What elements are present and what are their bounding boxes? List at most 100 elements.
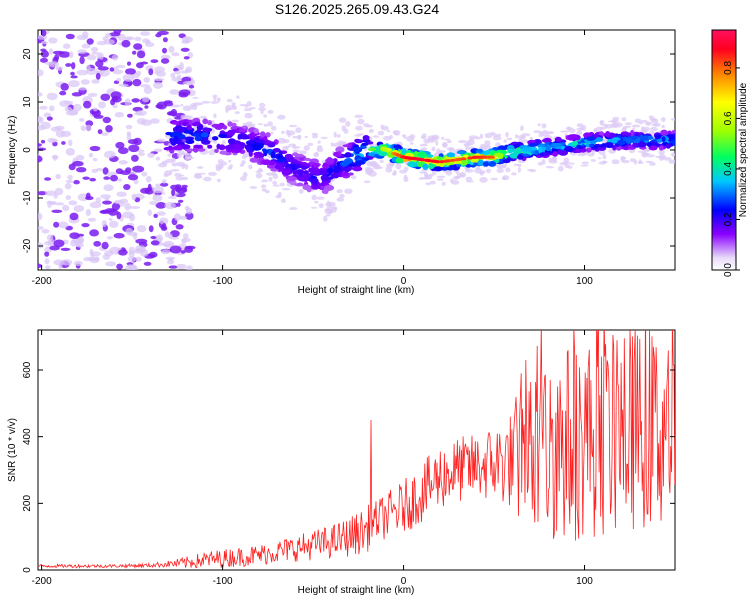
noise-blob xyxy=(102,36,109,42)
halo-blob xyxy=(272,180,277,185)
halo-blob xyxy=(372,164,381,170)
halo-blob xyxy=(369,161,374,165)
noise-blob xyxy=(38,69,44,77)
ridge-blob xyxy=(401,148,407,154)
figure-title: S126.2025.265.09.43.G24 xyxy=(275,1,439,17)
ridge-blob xyxy=(218,133,228,139)
ridge-blob xyxy=(541,152,551,156)
halo-blob xyxy=(479,176,488,183)
ridge-blob xyxy=(302,184,311,191)
x-tick-label: 100 xyxy=(576,276,593,287)
ridge-blob xyxy=(333,151,340,157)
halo-blob xyxy=(653,122,661,127)
noise-blob xyxy=(124,98,131,107)
ridge-peak xyxy=(482,155,489,159)
ridge-blob xyxy=(564,146,574,152)
halo-blob xyxy=(167,153,172,157)
noise-blob xyxy=(160,54,171,60)
halo-blob xyxy=(277,137,286,144)
halo-blob xyxy=(456,148,464,151)
ridge-blob xyxy=(507,148,514,154)
halo-blob xyxy=(590,159,597,162)
y-tick-label: -10 xyxy=(22,190,33,205)
ridge-blob xyxy=(340,161,349,167)
noise-blob xyxy=(55,66,63,71)
halo-blob xyxy=(229,164,233,168)
noise-blob xyxy=(98,101,106,109)
noise-blob xyxy=(41,229,50,234)
halo-blob xyxy=(281,130,285,134)
halo-blob xyxy=(175,176,185,181)
noise-blob xyxy=(131,98,140,103)
noise-blob xyxy=(54,125,65,131)
halo-blob xyxy=(447,140,452,144)
colorbar-tick-label: 0.4 xyxy=(723,162,734,176)
ridge-blob xyxy=(232,143,241,150)
noise-blob xyxy=(171,188,176,197)
halo-blob xyxy=(480,143,486,149)
ridge-blob xyxy=(655,143,660,147)
ridge-blob xyxy=(500,150,508,155)
halo-blob xyxy=(236,95,240,99)
halo-blob xyxy=(533,130,542,134)
noise-blob xyxy=(73,103,82,112)
halo-blob xyxy=(320,136,328,139)
halo-blob xyxy=(303,145,310,151)
noise-blob xyxy=(150,59,159,63)
ridge-blob xyxy=(287,176,298,182)
noise-blob xyxy=(102,200,112,205)
noise-blob xyxy=(168,45,175,53)
ridge-blob xyxy=(660,129,668,136)
noise-blob xyxy=(122,73,135,82)
halo-blob xyxy=(662,157,672,161)
colorbar-tick-label: 0.2 xyxy=(723,212,734,226)
colorbar-tick-label: 0.0 xyxy=(723,263,734,277)
ridge-blob xyxy=(554,136,562,143)
ridge-blob xyxy=(202,127,209,134)
noise-blob xyxy=(150,235,157,240)
halo-blob xyxy=(336,134,341,138)
halo-blob xyxy=(465,176,473,181)
halo-blob xyxy=(640,126,645,132)
halo-blob xyxy=(634,118,642,123)
noise-blob xyxy=(70,71,75,76)
noise-blob xyxy=(155,156,160,161)
noise-blob xyxy=(76,69,89,76)
noise-blob xyxy=(116,64,126,69)
noise-blob xyxy=(182,105,193,111)
ridge-blob xyxy=(497,155,504,159)
ridge-blob xyxy=(589,143,595,148)
halo-blob xyxy=(541,123,547,129)
x-tick-label: 0 xyxy=(401,276,407,287)
noise-blob xyxy=(73,260,83,266)
noise-blob xyxy=(133,43,143,50)
halo-blob xyxy=(551,156,557,162)
noise-blob xyxy=(155,33,162,38)
halo-blob xyxy=(279,182,286,187)
halo-blob xyxy=(311,132,319,136)
halo-blob xyxy=(355,125,363,131)
halo-blob xyxy=(208,150,216,156)
ridge-blob xyxy=(352,166,363,172)
noise-blob xyxy=(147,183,152,192)
noise-blob xyxy=(188,84,195,89)
halo-blob xyxy=(321,160,325,164)
ridge-blob xyxy=(521,147,532,152)
noise-blob xyxy=(38,226,44,230)
halo-blob xyxy=(505,167,511,173)
halo-blob xyxy=(203,176,212,182)
noise-blob xyxy=(118,83,129,87)
halo-blob xyxy=(429,180,436,185)
halo-blob xyxy=(392,172,397,176)
ridge-blob xyxy=(413,151,420,158)
noise-blob xyxy=(38,92,43,97)
noise-blob xyxy=(38,212,43,221)
noise-blob xyxy=(101,241,109,250)
ridge-blob xyxy=(572,140,579,147)
halo-blob xyxy=(267,121,273,127)
halo-blob xyxy=(602,154,607,160)
halo-blob xyxy=(492,136,502,141)
halo-blob xyxy=(339,193,345,198)
noise-blob xyxy=(87,92,98,97)
